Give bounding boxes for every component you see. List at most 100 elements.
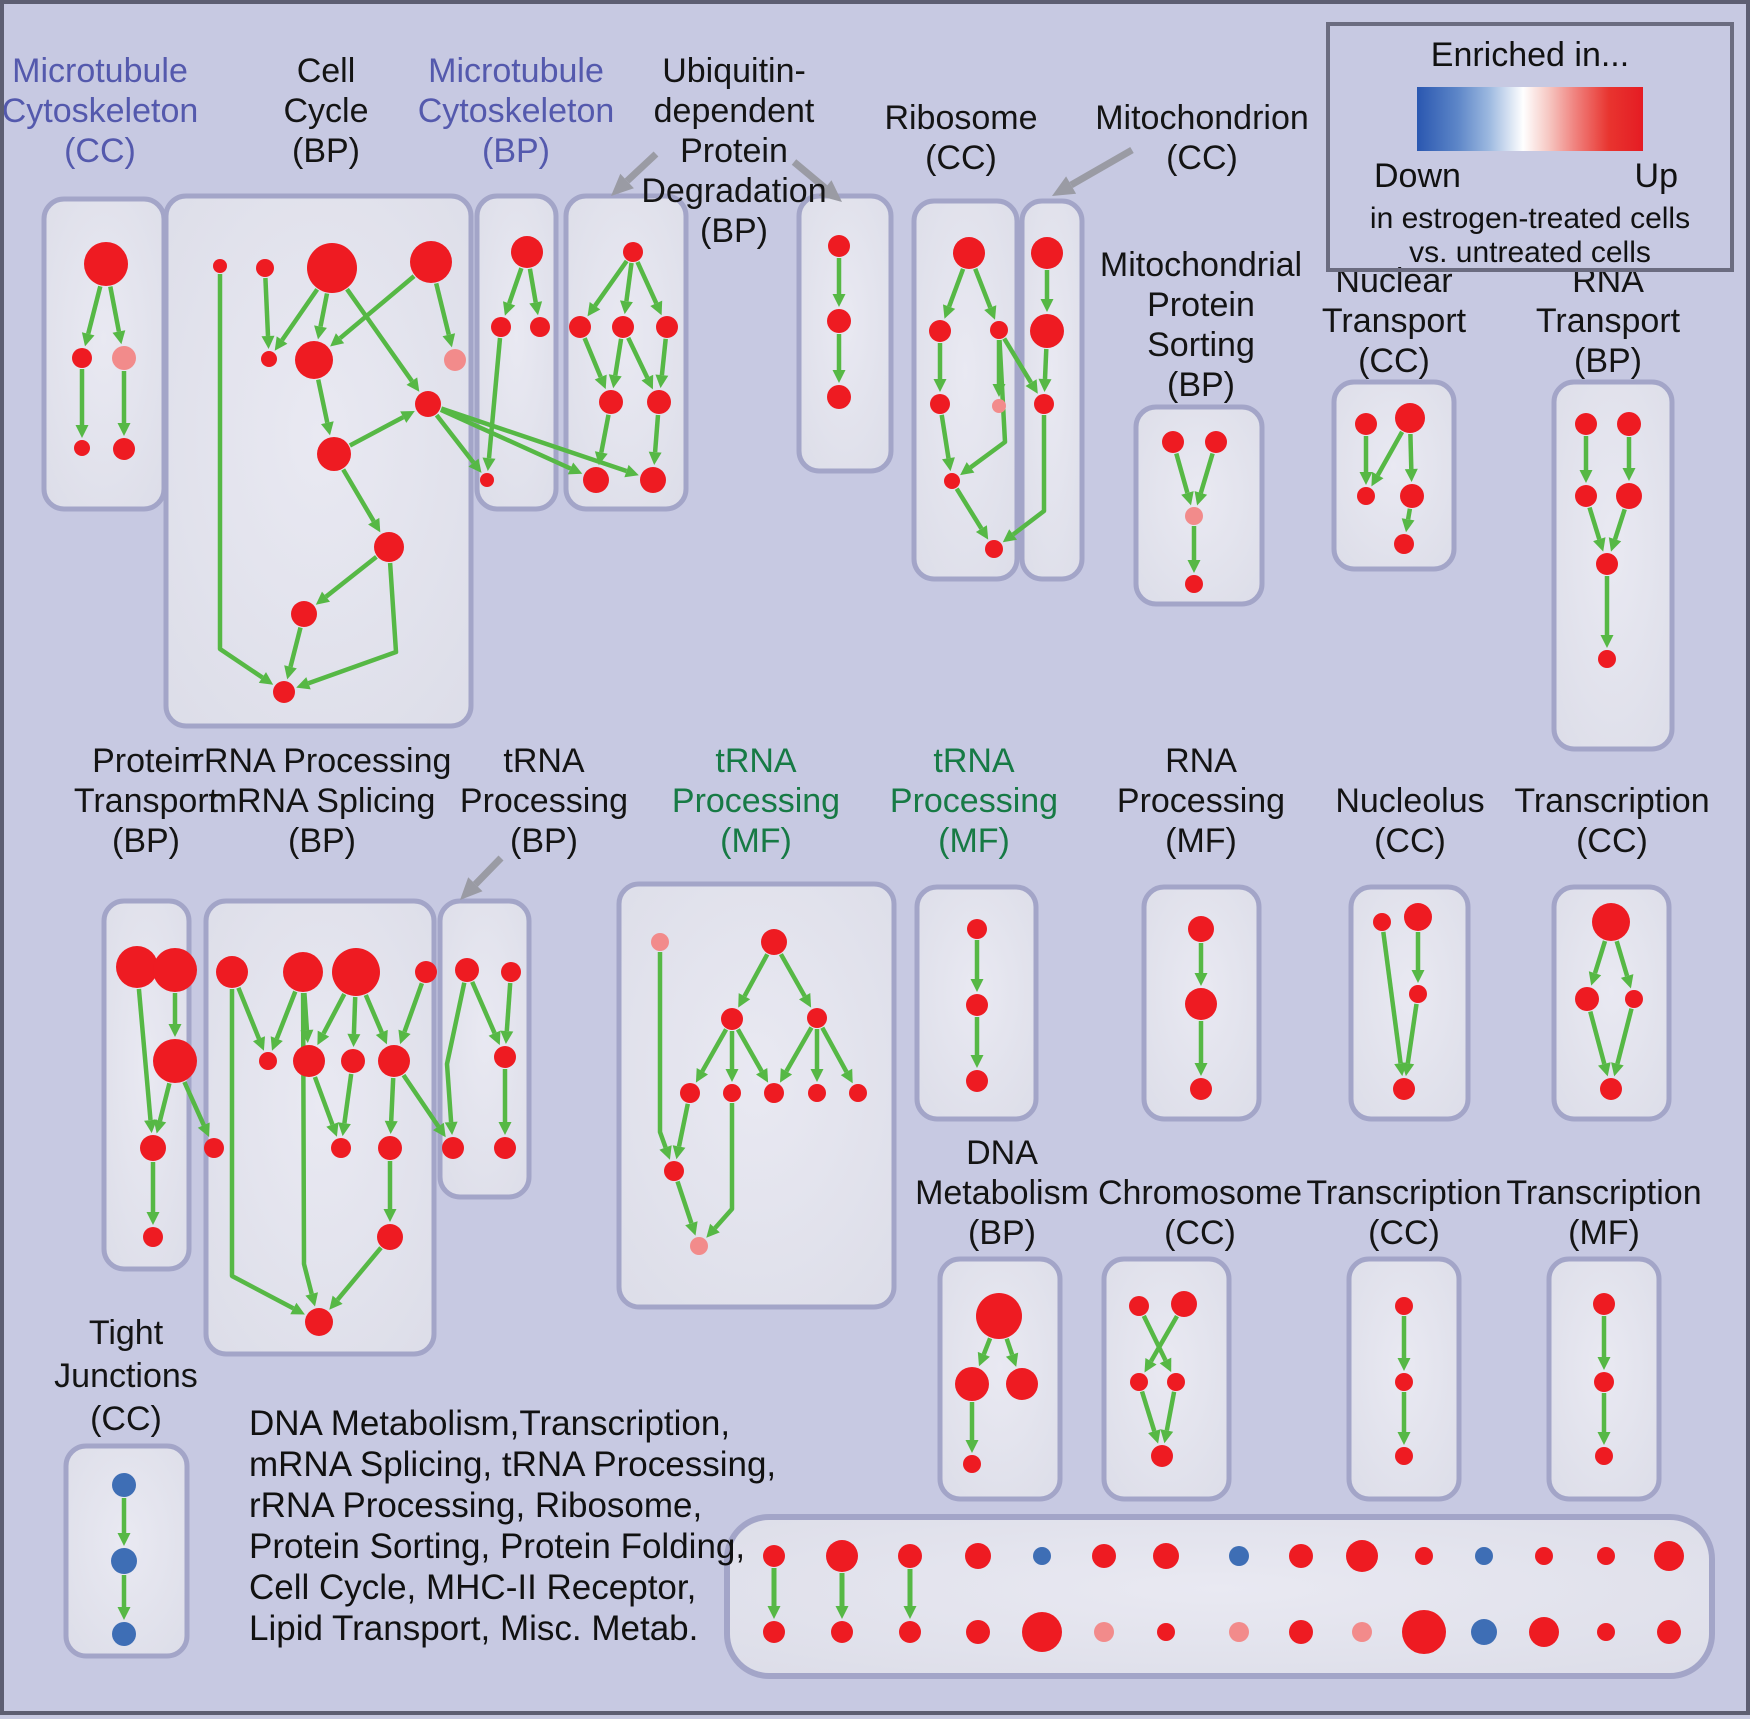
gene-node-ubiquitin-box-2-1 <box>827 309 851 333</box>
edge-cell-cycle-8 <box>348 415 405 448</box>
gene-node-cell-cycle-11 <box>273 681 295 703</box>
edge-rrna-processing-mrna-splicing-2 <box>274 990 298 1040</box>
cluster-box-chromosome <box>1101 1256 1232 1502</box>
gene-node-rrna-processing-mrna-splicing-3 <box>415 961 437 983</box>
gene-node-transcription-mf-1 <box>1594 1372 1614 1392</box>
edge-rrna-processing-mrna-splicing-1-head <box>290 1302 305 1315</box>
edge-transcription-cc-row2-0 <box>1592 940 1608 974</box>
edge-trna-processing-mf-1-7-head <box>840 1068 853 1084</box>
edge-cell-cycle-9-head <box>368 517 381 533</box>
gene-node-ubiquitin-box-1-5 <box>647 390 671 414</box>
gene-node-cell-cycle-1 <box>256 259 274 277</box>
cluster-label-chromosome: (CC) <box>1164 1214 1236 1252</box>
mitochondrion-arrow <box>1069 146 1134 189</box>
edge-ubiquitin-box-1-5-head <box>641 374 654 390</box>
edge-tight-junctions-1-head <box>117 1607 131 1620</box>
gene-node-ribosome-1 <box>929 320 951 342</box>
layer-edges <box>75 146 1636 1620</box>
cluster-box-trna-processing-mf-1 <box>616 881 897 1310</box>
cluster-label-nucleolus: (CC) <box>1374 822 1446 860</box>
cluster-label-transcription-mf: Transcription <box>1506 1174 1701 1212</box>
edge-ubiquitin-box-1-3 <box>582 337 603 378</box>
legend-up-label: Up <box>1634 157 1678 195</box>
strip-node-top-0 <box>763 1545 785 1567</box>
edge-trna-processing-mf-1-7 <box>820 1026 849 1073</box>
edge-nuclear-transport-1-head <box>1371 471 1384 487</box>
gene-node-rna-transport-5 <box>1598 650 1616 668</box>
gene-node-nucleolus-1 <box>1404 903 1432 931</box>
edge-protein-transport-0 <box>136 988 153 1121</box>
edge-nucleolus-1 <box>1381 931 1403 1064</box>
edge-cell-cycle-12 <box>288 627 303 668</box>
cluster-box-transcription-cc-row2 <box>1551 884 1672 1122</box>
strip-arrow-0-head <box>767 1606 781 1619</box>
edge-transcription-mf-0-head <box>1597 1357 1611 1370</box>
gene-node-rrna-processing-mrna-splicing-9 <box>331 1138 351 1158</box>
cluster-box-mitochondrial-protein-sorting <box>1133 404 1265 607</box>
edge-transcription-cc-row2-1-head <box>1620 974 1634 989</box>
edge-cell-cycle-1 <box>263 277 271 337</box>
edge-mitochondrion-1-head <box>1038 378 1052 392</box>
edge-cell-cycle-2 <box>280 288 320 342</box>
edge-microtubule-cc-2-head <box>75 425 89 438</box>
edge-protein-transport-0-head <box>144 1119 157 1134</box>
edge-trna-processing-mf-1-2-head <box>695 1068 708 1083</box>
cluster-label-trna-processing-mf-1: (MF) <box>720 822 792 860</box>
cluster-label-trna-processing-bp: (BP) <box>510 822 578 860</box>
cluster-label-microtubule-cc: Cytoskeleton <box>4 92 198 130</box>
edge-nuclear-transport-0-head <box>1359 472 1373 485</box>
edge-dna-metabolism-1 <box>1004 1337 1015 1356</box>
strip-node-bottom-12 <box>1529 1617 1559 1647</box>
edge-protein-transport-2 <box>157 1082 172 1122</box>
edge-trna-processing-bp-2-head <box>498 1122 512 1135</box>
edge-rrna-processing-mrna-splicing-11-head <box>384 1120 398 1134</box>
edge-ribosome-0-head <box>943 304 956 319</box>
cluster-label-microtubule-bp: (BP) <box>482 132 550 170</box>
trna-bp-arrow <box>472 855 504 887</box>
cluster-label-ribosome: Ribosome <box>884 99 1037 137</box>
edge-mitochondrial-protein-sorting-2-head <box>1187 560 1201 573</box>
gene-node-cell-cycle-6 <box>444 349 466 371</box>
cluster-label-nuclear-transport: (CC) <box>1358 342 1430 380</box>
edge-trna-processing-mf-1-9 <box>676 1103 691 1147</box>
legend-subline-2: vs. untreated cells <box>1409 236 1651 269</box>
gene-node-rrna-processing-mrna-splicing-1 <box>283 952 323 992</box>
edge-transcription-cc-row2-2 <box>1588 1011 1607 1065</box>
gene-node-rrna-processing-mrna-splicing-7 <box>378 1045 410 1077</box>
gene-node-rna-transport-4 <box>1596 553 1618 575</box>
cluster-label-mitochondrial-protein-sorting: Protein <box>1147 286 1255 324</box>
edge-mitochondrial-protein-sorting-1-head <box>1194 491 1208 506</box>
annotation-line: rRNA Processing, Ribosome, <box>249 1486 703 1525</box>
gene-node-rrna-processing-mrna-splicing-8 <box>204 1138 224 1158</box>
gene-node-transcription-cc-row2-0 <box>1592 903 1630 941</box>
gene-node-mitochondrial-protein-sorting-3 <box>1185 575 1203 593</box>
gene-node-trna-processing-mf-1-8 <box>849 1084 867 1102</box>
edge-tight-junctions-0-head <box>117 1533 131 1546</box>
gene-node-mitochondrial-protein-sorting-0 <box>1162 431 1184 453</box>
edge-rrna-processing-mrna-splicing-0-head <box>253 1036 265 1051</box>
edge-ribosome-5-head <box>942 457 955 472</box>
strip-node-bottom-7 <box>1229 1622 1249 1642</box>
strip-arrow-2-head <box>903 1606 917 1619</box>
edge-nuclear-transport-1 <box>1375 430 1405 477</box>
gene-node-microtubule-cc-2 <box>112 346 136 370</box>
gene-node-trna-processing-mf-1-3 <box>807 1008 827 1028</box>
annotation-line: Cell Cycle, MHC-II Receptor, <box>249 1568 697 1607</box>
gene-node-transcription-cc-row3-0 <box>1395 1297 1413 1315</box>
edge-ubiquitin-box-1-1 <box>624 262 634 302</box>
gene-node-mitochondrion-2 <box>1034 394 1054 414</box>
gene-node-nuclear-transport-4 <box>1394 534 1414 554</box>
edge-rrna-processing-mrna-splicing-8-head <box>398 1029 411 1045</box>
strip-node-bottom-13 <box>1597 1623 1615 1641</box>
cluster-box-ribosome <box>911 198 1020 582</box>
misc-categories-text: DNA Metabolism,Transcription, mRNA Splic… <box>249 1403 776 1649</box>
edge-chromosome-3 <box>1164 1391 1177 1431</box>
edge-ubiquitin-box-2-0-head <box>832 294 846 307</box>
edge-rrna-processing-mrna-splicing-2-head <box>270 1036 283 1051</box>
cross-edge-5-head <box>197 1122 210 1137</box>
layer-labels: MicrotubuleCytoskeleton(CC)CellCycle(BP)… <box>4 52 1710 1438</box>
edge-transcription-cc-row2-3-head <box>1611 1062 1624 1077</box>
edge-trna-processing-mf-1-5 <box>784 1026 814 1073</box>
gene-node-microtubule-bp-3 <box>480 473 494 487</box>
edge-trna-processing-mf-1-11-head <box>706 1223 720 1238</box>
